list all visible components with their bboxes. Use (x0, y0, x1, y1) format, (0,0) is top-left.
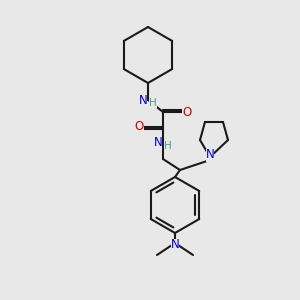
Text: O: O (134, 121, 144, 134)
Text: H: H (164, 141, 172, 151)
Text: N: N (154, 136, 162, 149)
Text: N: N (139, 94, 147, 106)
Text: N: N (206, 148, 214, 161)
Text: N: N (171, 238, 179, 251)
Text: O: O (182, 106, 192, 118)
Text: H: H (149, 98, 157, 108)
